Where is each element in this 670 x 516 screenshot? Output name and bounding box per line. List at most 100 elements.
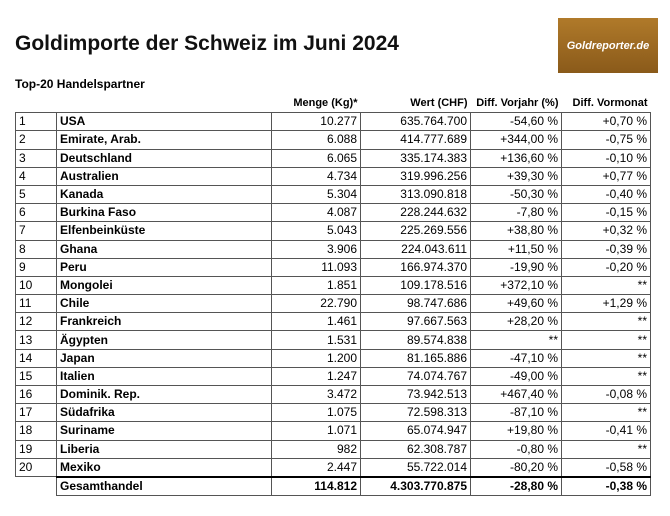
row: 16 Dominik. Rep. 3.472 73.942.513 +467,40 % -…: [15, 384, 651, 405]
row: 4 Australien 4.734 319.996.256 +39,30 % +0,77…: [15, 166, 651, 186]
row: 7 Elfenbeinküste 5.043 225.269.556 +38,80 % +…: [15, 221, 651, 241]
cell: Kanada: [56, 184, 272, 205]
cell: Chile: [56, 294, 272, 314]
row: 19 Liberia 982 62.308.787 -0,80 % **: [15, 439, 651, 459]
table: Menge (Kg)* Wert (CHF) Diff. Vorjahr (%) Di…: [15, 95, 651, 497]
cell: +0,70 %: [561, 112, 651, 132]
row: 10 Mongolei 1.851 109.178.516 +372,10 % **: [15, 275, 651, 296]
cell: 55.722.014: [360, 457, 471, 478]
cell: Südafrika: [56, 403, 272, 423]
cell: 225.269.556: [360, 221, 471, 241]
cell: -50,30 %: [470, 184, 562, 205]
column-header: Diff. Vorjahr (%): [476, 97, 559, 110]
cell: 5.304: [271, 184, 361, 205]
cell: 4: [15, 166, 57, 186]
cell: +49,60 %: [470, 294, 562, 314]
cell: Mongolei: [56, 275, 272, 296]
cell: **: [561, 330, 651, 350]
cell: 2.447: [271, 457, 361, 478]
cell: Deutschland: [56, 148, 272, 168]
cell: 98.747.686: [360, 294, 471, 314]
cell: Dominik. Rep.: [56, 384, 272, 405]
cell: 10.277: [271, 112, 361, 132]
column-header: Menge (Kg)*: [293, 97, 358, 110]
cell: Frankreich: [56, 312, 272, 332]
cell: 1.075: [271, 403, 361, 423]
row: 18 Suriname 1.071 65.074.947 +19,80 % -0,41 %: [15, 421, 651, 441]
row: 11 Chile 22.790 98.747.686 +49,60 % +1,29 %: [15, 294, 651, 314]
cell: -80,20 %: [470, 457, 562, 478]
row: 9 Peru 11.093 166.974.370 -19,90 % -0,20 %: [15, 257, 651, 277]
cell: 13: [15, 330, 57, 350]
row: 5 Kanada 5.304 313.090.818 -50,30 % -0,40 %: [15, 184, 651, 205]
cell: -0,39 %: [561, 239, 651, 259]
row: 6 Burkina Faso 4.087 228.244.632 -7,80 % -0,1…: [15, 203, 651, 223]
row: 17 Südafrika 1.075 72.598.313 -87,10 % **: [15, 403, 651, 423]
header-cell: [16, 95, 57, 113]
cell: 2: [15, 130, 57, 150]
cell: Ägypten: [56, 330, 272, 350]
cell: +1,29 %: [561, 294, 651, 314]
row: 13 Ägypten 1.531 89.574.838 ** **: [15, 330, 651, 350]
cell: -0,10 %: [561, 148, 651, 168]
cell: 20: [15, 457, 57, 478]
cell: +28,20 %: [470, 312, 562, 332]
cell: -0,08 %: [561, 384, 651, 405]
cell: +19,80 %: [470, 421, 562, 441]
row: 8 Ghana 3.906 224.043.611 +11,50 % -0,39 %: [15, 239, 651, 259]
subtitle: Top-20 Handelspartner: [15, 77, 145, 91]
cell: Burkina Faso: [56, 203, 272, 223]
cell: Italien: [56, 366, 272, 387]
row: 1 USA 10.277 635.764.700 -54,60 % +0,70 %: [15, 112, 651, 132]
cell: 6: [15, 203, 57, 223]
title: Goldimporte der Schweiz im Juni 2024: [15, 32, 399, 55]
cell: **: [561, 348, 651, 368]
cell: 228.244.632: [360, 203, 471, 223]
cell: +0,77 %: [561, 166, 651, 186]
cell: +39,30 %: [470, 166, 562, 186]
cell: [16, 477, 57, 496]
cell: +11,50 %: [470, 239, 562, 259]
cell: **: [561, 275, 651, 296]
cell: 4.734: [271, 166, 361, 186]
cell: 1.200: [271, 348, 361, 368]
cell: Mexiko: [56, 457, 272, 478]
cell: 109.178.516: [360, 275, 471, 296]
cell: **: [561, 403, 651, 423]
cell: 8: [15, 239, 57, 259]
logo: Goldreporter.de: [558, 18, 658, 73]
cell: 1.531: [271, 330, 361, 350]
total-cell: -28,80 %: [470, 475, 562, 497]
cell: 14: [15, 348, 57, 368]
cell: Peru: [56, 257, 272, 277]
header-cell: [57, 95, 272, 113]
cell: 3: [15, 148, 57, 168]
cell: 414.777.689: [360, 130, 471, 150]
cell: 1.071: [271, 421, 361, 441]
cell: 335.174.383: [360, 148, 471, 168]
cell: 97.667.563: [360, 312, 471, 332]
cell: 1.851: [271, 275, 361, 296]
cell: 65.074.947: [360, 421, 471, 441]
cell: 313.090.818: [360, 184, 471, 205]
cell: -47,10 %: [470, 348, 562, 368]
column-header: Diff. Vormonat: [572, 97, 648, 110]
cell: +38,80 %: [470, 221, 562, 241]
cell: **: [561, 439, 651, 459]
cell: 635.764.700: [360, 112, 471, 132]
cell: 62.308.787: [360, 439, 471, 459]
cell: 224.043.611: [360, 239, 471, 259]
cell: +467,40 %: [470, 384, 562, 405]
cell: 9: [15, 257, 57, 277]
cell: 11: [15, 294, 57, 314]
row: 3 Deutschland 6.065 335.174.383 +136,60 % -0,…: [15, 148, 651, 168]
cell: 18: [15, 421, 57, 441]
cell: 89.574.838: [360, 330, 471, 350]
cell: 22.790: [271, 294, 361, 314]
cell: -87,10 %: [470, 403, 562, 423]
cell: -0,20 %: [561, 257, 651, 277]
cell: 1: [15, 112, 57, 132]
cell: -0,40 %: [561, 184, 651, 205]
cell: USA: [56, 112, 272, 132]
